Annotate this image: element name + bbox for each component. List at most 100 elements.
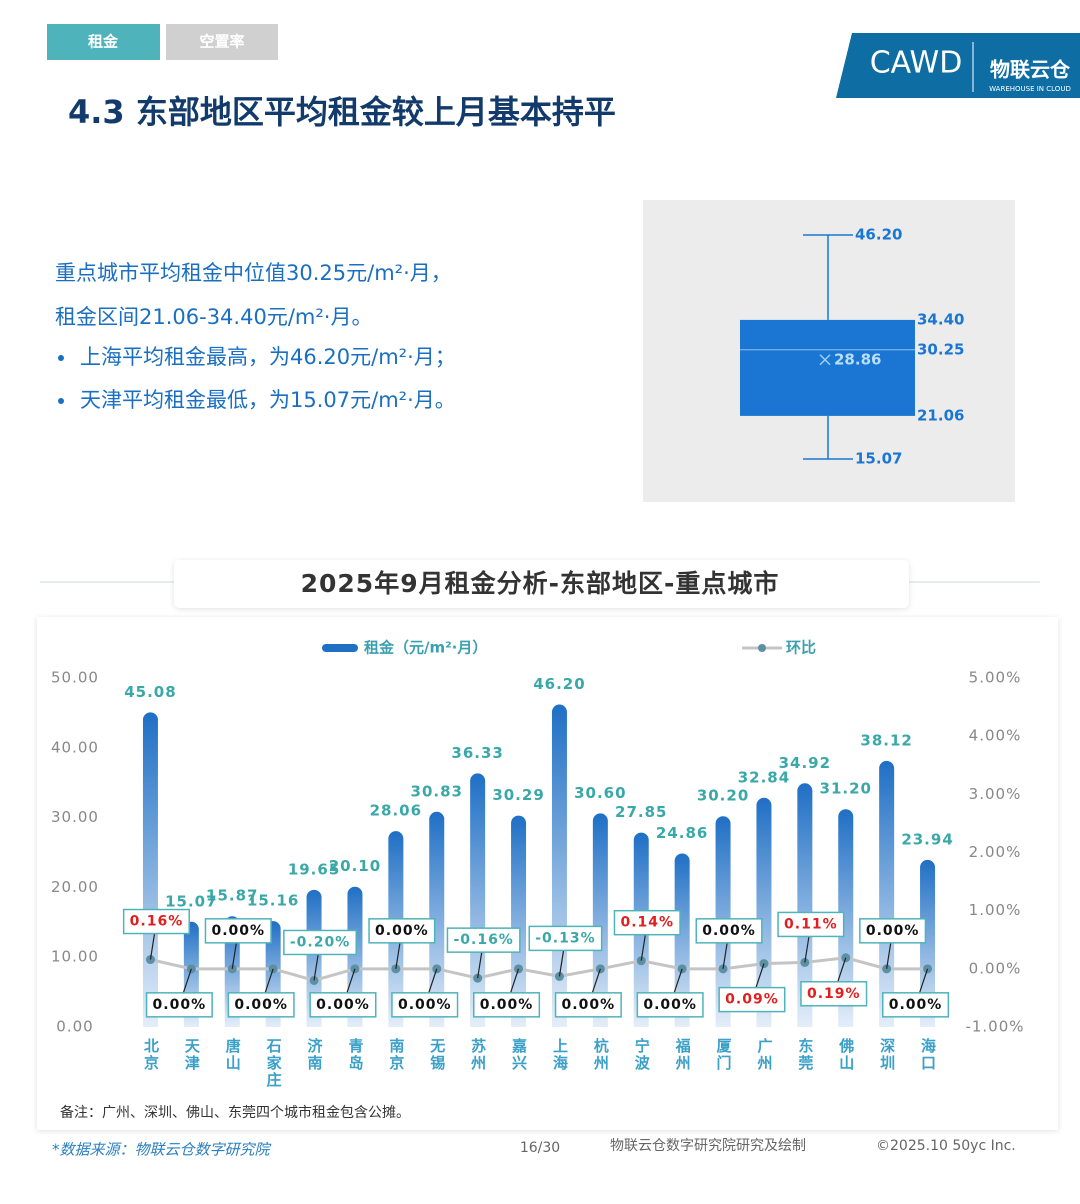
- label-box: [204, 918, 272, 944]
- value-label: 0.00%: [375, 923, 429, 939]
- chart-note: 备注：广州、深圳、佛山、东莞四个城市租金包含公摊。: [60, 1104, 410, 1121]
- legend-swatch: [322, 644, 358, 652]
- y2-tick-label: 5.00%: [969, 669, 1022, 687]
- y2-tick-label: 4.00%: [969, 727, 1022, 745]
- label-box: [859, 918, 927, 944]
- x-tick-label: 济南: [306, 1037, 324, 1072]
- label-box: [636, 992, 704, 1018]
- tab-label[interactable]: 租金: [88, 33, 119, 51]
- label-box: [122, 908, 190, 935]
- bar-label: 46.20: [533, 675, 585, 693]
- logo-bg: [836, 33, 1080, 98]
- bar-label: 23.94: [901, 830, 953, 848]
- summary-line: 租金区间21.06-34.40元/m²·月。: [55, 305, 372, 329]
- copyright: ©2025.10 50yc Inc.: [876, 1138, 1016, 1154]
- label-box: [528, 925, 603, 952]
- bullet: [58, 355, 64, 361]
- x-tick-label: 青岛: [346, 1037, 364, 1072]
- y-tick-label: 20.00: [51, 878, 99, 896]
- bar: [920, 859, 936, 1027]
- stat-label: 46.20: [855, 226, 902, 244]
- legend-label: 租金（元/m²·月）: [364, 639, 487, 657]
- source: *数据来源：物联云仓数字研究院: [52, 1141, 272, 1159]
- x-tick-label: 厦门: [715, 1038, 733, 1072]
- bar-label: 15.87: [206, 887, 258, 905]
- x-tick-label: 杭州: [592, 1037, 610, 1072]
- y-tick-label: 30.00: [51, 808, 99, 826]
- value-label: 0.00%: [398, 997, 452, 1013]
- x-tick-label: 石家庄: [265, 1038, 283, 1089]
- label-box: [391, 992, 459, 1018]
- summary-line: 重点城市平均租金中位值30.25元/m²·月，: [55, 261, 452, 285]
- tab-label[interactable]: 空置率: [199, 33, 244, 51]
- bar-label: 15.07: [165, 892, 217, 910]
- box: [740, 319, 915, 416]
- bar-label: 30.83: [411, 782, 463, 800]
- value-label: -0.16%: [453, 932, 513, 948]
- value-label: 0.00%: [866, 923, 920, 939]
- bar-label: 30.60: [574, 784, 626, 802]
- value-label: 0.00%: [643, 997, 697, 1013]
- bar: [756, 797, 772, 1027]
- x-tick-label: 福州: [674, 1037, 692, 1072]
- value-label: 0.00%: [153, 997, 207, 1013]
- x-tick-label: 无锡: [428, 1038, 446, 1072]
- x-tick-label: 唐山: [224, 1037, 242, 1072]
- label-box: [718, 986, 786, 1013]
- y-tick-label: 10.00: [51, 948, 99, 966]
- value-label: 0.16%: [130, 914, 184, 930]
- value-label: 0.09%: [725, 992, 779, 1008]
- chart-title: 2025年9月租金分析-东部地区-重点城市: [301, 569, 780, 598]
- x-tick-label: 嘉兴: [510, 1037, 528, 1072]
- stat-label: 15.07: [855, 450, 902, 468]
- bar: [797, 783, 813, 1027]
- bar-label: 30.20: [697, 787, 749, 805]
- bar-label: 20.10: [329, 857, 381, 875]
- legend-marker: [758, 644, 766, 652]
- x-tick-label: 东莞: [796, 1037, 814, 1072]
- bullet: [58, 398, 64, 404]
- y2-tick-label: -1.00%: [965, 1018, 1024, 1036]
- bar: [838, 809, 854, 1027]
- bar-label: 28.06: [370, 802, 422, 820]
- bar-label: 31.20: [820, 780, 872, 798]
- value-label: 0.00%: [702, 923, 756, 939]
- label-box: [368, 918, 436, 944]
- bar: [142, 712, 158, 1027]
- bar: [429, 811, 445, 1027]
- value-label: 0.00%: [562, 997, 616, 1013]
- bar: [347, 886, 363, 1027]
- label-box: [473, 992, 541, 1018]
- page-title: 4.3 东部地区平均租金较上月基本持平: [68, 93, 616, 131]
- x-tick-label: 深圳: [878, 1037, 896, 1072]
- bar: [592, 813, 608, 1027]
- value-label: 0.00%: [234, 997, 288, 1013]
- tab[interactable]: [166, 24, 278, 60]
- summary-bullet: 天津平均租金最低，为15.07元/m²·月。: [80, 388, 456, 412]
- label-box: [777, 911, 845, 938]
- value-label: 0.11%: [784, 916, 838, 932]
- label-box: [283, 929, 357, 956]
- value-label: -0.13%: [535, 930, 595, 946]
- value-label: 0.14%: [620, 915, 674, 931]
- bar-label: 36.33: [451, 744, 503, 762]
- bar-label: 38.12: [860, 731, 912, 749]
- boxplot: 28.86 46.20 15.07 34.40 30.25 21.06: [740, 226, 964, 468]
- bar: [879, 760, 895, 1027]
- label-box: [145, 992, 213, 1018]
- line: [150, 956, 928, 983]
- label-box: [800, 981, 868, 1007]
- tab-active[interactable]: [47, 24, 160, 60]
- logo-tagline: WAREHOUSE IN CLOUD: [989, 85, 1071, 93]
- x-tick-label: 北京: [142, 1038, 160, 1072]
- x-tick-label: 海口: [919, 1037, 937, 1072]
- label-box: [613, 909, 681, 936]
- value-label: -0.20%: [290, 934, 350, 950]
- x-tick-label: 上海: [551, 1038, 569, 1072]
- bar-label: 30.29: [492, 786, 544, 804]
- bar-label: 24.86: [656, 824, 708, 842]
- bar-label: 19.65: [288, 860, 340, 878]
- y2-tick-label: 3.00%: [969, 785, 1022, 803]
- mean-marker: [819, 354, 831, 366]
- bar-label: 45.08: [124, 683, 176, 701]
